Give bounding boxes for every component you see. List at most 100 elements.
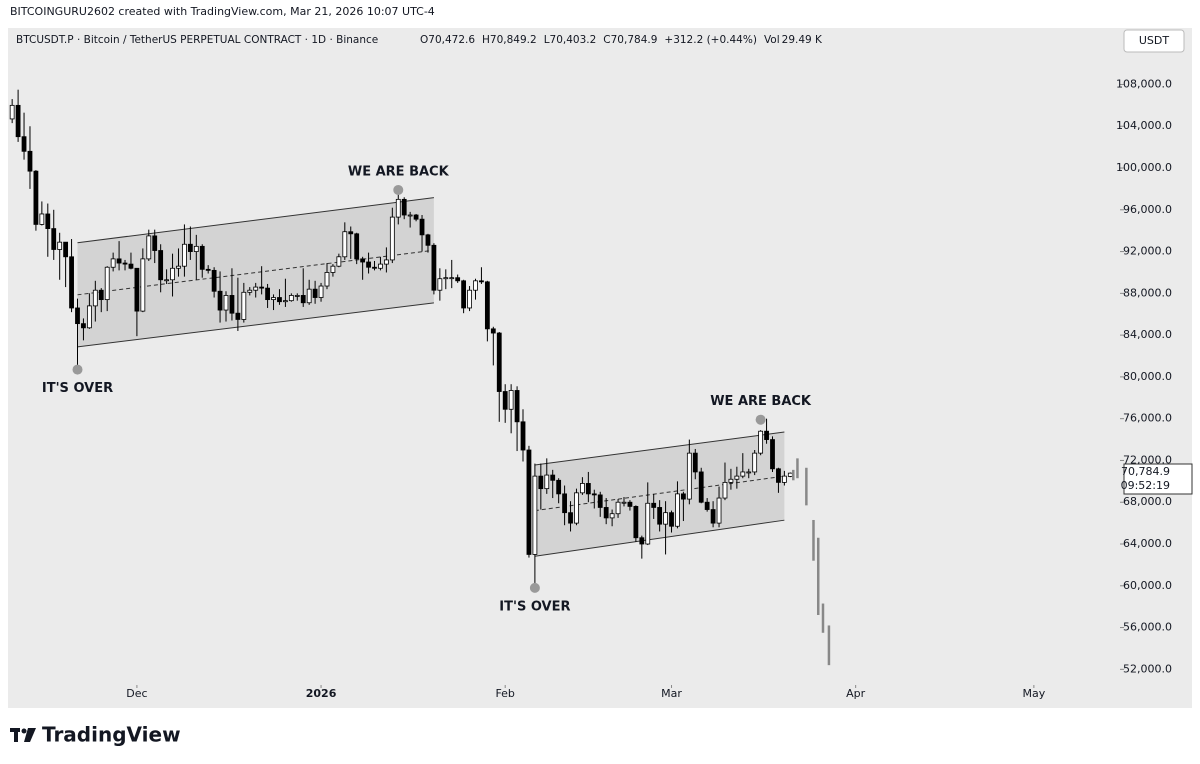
candle-body [389, 216, 395, 261]
candle-body [473, 280, 478, 291]
candle-body [199, 245, 205, 270]
candle-body [407, 214, 413, 217]
candle-body [277, 297, 282, 303]
candle-body [271, 297, 276, 301]
candle-body [360, 258, 366, 263]
logo: TradingView [42, 723, 181, 747]
candle-body [81, 323, 86, 329]
candle-body [550, 474, 556, 481]
candle-body [51, 228, 57, 250]
candle-body [235, 312, 241, 320]
x-tick-label: Feb [495, 687, 514, 700]
quote-item: H70,849.2 [482, 34, 537, 46]
candle-body [639, 537, 645, 545]
candle-body [265, 287, 270, 301]
candle-body [247, 289, 253, 293]
y-tick-label: 72,000.0 [1123, 453, 1172, 466]
candle-body [413, 214, 419, 220]
candle-body [170, 267, 175, 281]
candle-body [98, 289, 104, 301]
candle-body [502, 391, 508, 410]
x-tick-label: Mar [661, 687, 682, 700]
chart-panel [8, 28, 1192, 708]
candle-body [657, 507, 663, 525]
candle-body [740, 471, 746, 477]
candle-body [259, 286, 265, 289]
symbol: BTCUSDT.P · Bitcoin / TetherUS PERPETUAL… [16, 34, 378, 46]
candle-body [520, 421, 526, 451]
candle-body [33, 170, 39, 225]
candle-body [692, 452, 698, 473]
candle-body [574, 492, 579, 524]
candle-body [15, 104, 21, 138]
candle-body [508, 390, 514, 410]
quote-item: L70,403.2 [544, 34, 597, 46]
candle-body [158, 250, 164, 281]
candle-body [716, 497, 722, 524]
candle-body [45, 213, 51, 229]
channel-line [77, 302, 434, 348]
candle-body [146, 235, 152, 260]
y-tick-label: 56,000.0 [1123, 621, 1172, 634]
candle-body [21, 136, 27, 152]
candle-body [556, 479, 562, 495]
candle-body [603, 507, 609, 519]
candle-body [378, 263, 383, 269]
candle-body [395, 198, 401, 218]
candle-body [585, 483, 591, 495]
candle-body [193, 245, 199, 252]
y-tick-label: 60,000.0 [1123, 579, 1172, 592]
candle-body [580, 483, 585, 494]
candle-body [229, 295, 235, 314]
candle-body [728, 478, 734, 483]
candle-body [437, 278, 443, 291]
candle-body [532, 475, 538, 555]
quote-item: C70,784.9 [603, 34, 657, 46]
annotation-marker [72, 364, 83, 375]
candle-body [734, 475, 740, 480]
last-price: 70,784.9 [1121, 465, 1170, 478]
candle-body [764, 430, 769, 440]
candle-body [484, 281, 490, 330]
candle-body [591, 493, 597, 496]
annotation-marker [755, 414, 766, 425]
candle-body [758, 430, 764, 454]
candle-body [467, 289, 472, 309]
quote-item: +312.2 (+0.44%) [664, 34, 757, 46]
candle-body [110, 258, 116, 268]
annotation-marker [393, 184, 404, 195]
candle-body [318, 285, 324, 298]
y-tick-label: 64,000.0 [1123, 537, 1172, 550]
candle-body [324, 272, 330, 287]
candle-body [92, 289, 98, 307]
candle-body [544, 474, 550, 490]
y-tick-label: 76,000.0 [1123, 412, 1172, 425]
candle-body [211, 269, 217, 292]
candle-body [746, 471, 752, 474]
currency[interactable]: USDT [1139, 34, 1170, 47]
candle-body [39, 213, 45, 225]
candle-body [675, 493, 680, 527]
candle-body [330, 265, 336, 273]
candle-body [538, 475, 544, 490]
candle-body [86, 305, 92, 329]
candle-body [615, 501, 621, 515]
candle-body [669, 512, 674, 527]
candle-body [651, 502, 657, 508]
candle-body [354, 233, 360, 260]
y-tick-label: 88,000.0 [1123, 286, 1172, 299]
candle-body [645, 502, 651, 545]
last-price-box [1123, 463, 1193, 495]
channel-line [534, 519, 785, 557]
candle-body [342, 231, 348, 258]
candle-body [710, 509, 716, 524]
candle-body [431, 244, 437, 291]
candle-body [609, 513, 615, 519]
currency-box[interactable] [1123, 29, 1185, 53]
candle-body [217, 290, 223, 311]
candle-body [187, 243, 193, 252]
annotation-text: WE ARE BACK [710, 394, 812, 409]
candle-body [336, 256, 342, 267]
candle-body [627, 501, 633, 507]
candle-body [401, 198, 407, 216]
